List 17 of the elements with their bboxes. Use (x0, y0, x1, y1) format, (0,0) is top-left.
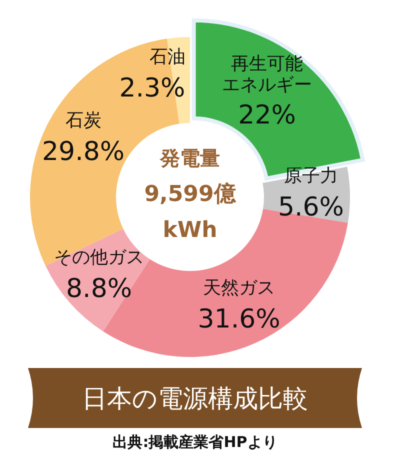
data-label: 22% (238, 100, 296, 131)
slice-label: 石油 (149, 46, 186, 68)
slice-label: 再生可能エネルギー (222, 54, 312, 96)
text: kWh (162, 218, 218, 243)
data-label: 31.6% (198, 304, 280, 335)
data-label: 8.8% (66, 274, 132, 304)
text: 9,599億 (144, 182, 237, 207)
data-label: 5.6% (278, 192, 344, 222)
source-note: 出典:掲載産業省HPより (112, 433, 278, 451)
text: 発電量 (159, 146, 220, 170)
slice-label: 原子力 (284, 165, 338, 186)
slice-label: 天然ガス (203, 278, 276, 299)
text: 日本の電源構成比較 (82, 384, 308, 413)
data-label: 2.3% (119, 73, 186, 104)
slice-label: 石炭 (65, 110, 102, 131)
data-label: 29.8% (42, 136, 125, 167)
slice-label: その他ガス (54, 246, 144, 268)
